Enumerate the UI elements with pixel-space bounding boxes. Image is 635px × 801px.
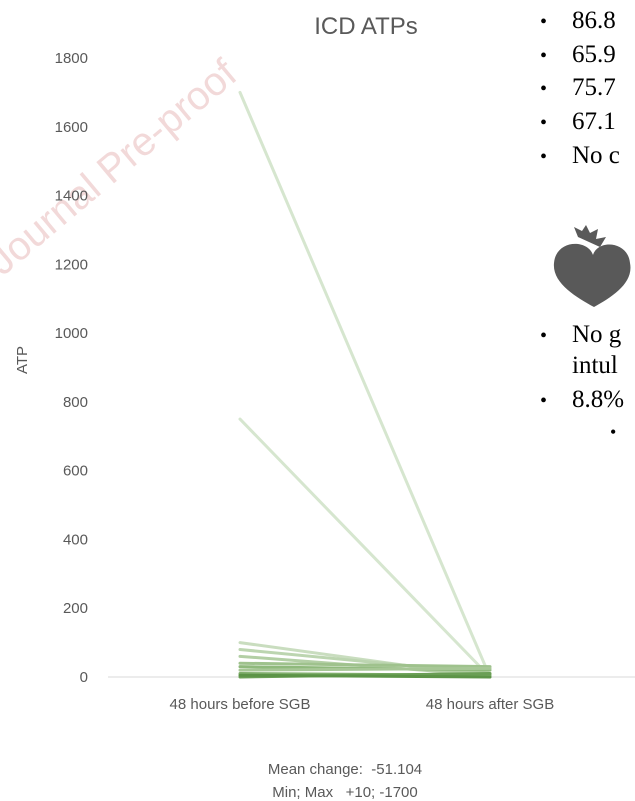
y-tick-label: 1600 [55,119,88,136]
bullet-item: • 75.7 [540,74,616,101]
chart-title: ICD ATPs [314,13,418,40]
sub-bullet-dot: • [610,422,617,442]
series-line [238,90,492,679]
y-tick-label: 1400 [55,188,88,205]
y-tick-label: 1800 [55,50,88,67]
y-tick-label: 200 [63,600,88,617]
x-tick-label: 48 hours after SGB [426,696,554,713]
series-line [238,661,492,669]
y-tick-label: 1200 [55,256,88,273]
y-tick-label: 600 [63,463,88,480]
y-tick-label: 400 [63,531,88,548]
bullet-item: • No c [540,142,620,169]
bullet-item: • 86.8 [540,7,616,34]
series-line [238,417,492,679]
mean-change-text: Mean change: -51.104 [267,761,423,778]
y-tick-label: 1000 [55,325,88,342]
series-line [238,673,492,679]
bullet-item: • 65.9 [540,41,616,68]
x-axis-ticks: 48 hours before SGB 48 hours after SGB [170,696,555,713]
min-max-text: Min; Max +10; -1700 [272,784,418,801]
x-tick-label: 48 hours before SGB [170,696,311,713]
bullet-item: • 8.8% [540,386,625,413]
y-tick-label: 0 [80,669,88,686]
bullet-item: • No g [540,321,622,348]
series-lines [238,90,492,679]
bullet-item: • 67.1 [540,108,616,135]
y-tick-label: 800 [63,394,88,411]
bullet-item-continuation: intul [572,352,618,379]
heart-icon [553,225,631,307]
y-axis-label: ATP [14,346,31,374]
series-line [238,666,492,672]
y-axis-ticks: 0 200 400 600 800 1000 1200 1400 1600 1800 [55,50,88,686]
